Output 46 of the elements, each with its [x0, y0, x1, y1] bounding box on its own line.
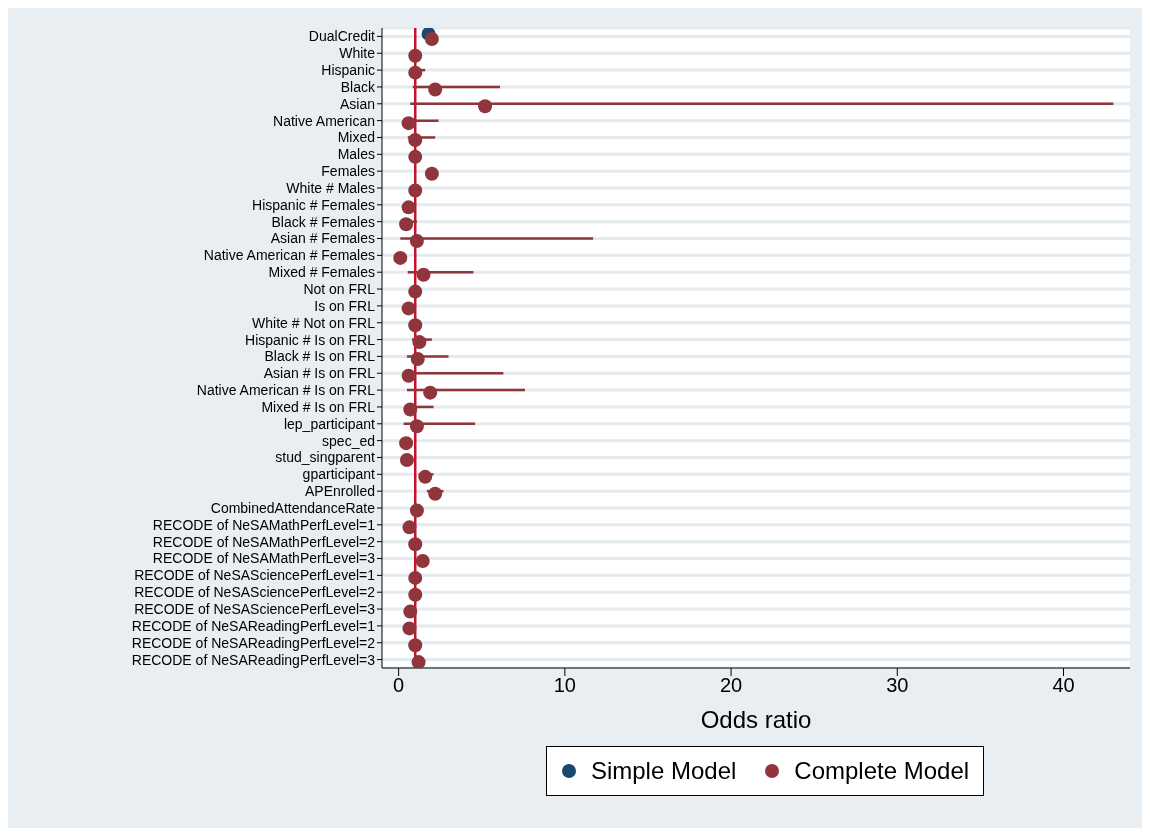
y-tick-label: Asian # Females [270, 230, 375, 247]
y-tick-label: Not on FRL [303, 281, 376, 298]
y-tick-label: spec_ed [322, 432, 375, 449]
y-tick-label: Black # Is on FRL [264, 348, 376, 365]
y-tick-label: White # Males [286, 179, 375, 196]
y-tick-label: RECODE of NeSAReadingPerfLevel=2 [131, 634, 376, 651]
x-tick-label: 30 [886, 674, 909, 697]
y-tick-label: Males [337, 146, 375, 163]
y-tick-label: Asian # Is on FRL [263, 365, 376, 382]
y-tick-label: lep_participant [283, 415, 376, 432]
y-tick-label: RECODE of NeSASciencePerfLevel=1 [134, 567, 376, 584]
y-tick-label: RECODE of NeSASciencePerfLevel=2 [134, 584, 376, 601]
y-tick-label: RECODE of NeSAMathPerfLevel=3 [152, 550, 376, 567]
y-tick-label: RECODE of NeSAReadingPerfLevel=1 [131, 617, 376, 634]
y-tick-label: Black [340, 78, 376, 95]
y-tick-label: Native American [273, 112, 375, 129]
y-tick-label: Hispanic [321, 62, 375, 79]
y-tick-label: Mixed # Is on FRL [261, 398, 376, 415]
y-tick-label: Hispanic # Females [252, 196, 375, 213]
y-tick-label: DualCredit [308, 28, 376, 45]
y-tick-label: Mixed # Females [268, 264, 375, 281]
y-tick-label: RECODE of NeSAMathPerfLevel=2 [152, 533, 376, 550]
y-tick-label: RECODE of NeSAReadingPerfLevel=3 [131, 651, 376, 668]
y-tick-label: APEnrolled [304, 483, 375, 500]
y-tick-label: Females [321, 163, 375, 180]
legend-label: Complete Model [794, 757, 970, 785]
y-tick-label: Is on FRL [314, 297, 376, 314]
y-tick-label: Black # Females [271, 213, 375, 230]
y-tick-label: White [339, 45, 376, 62]
y-tick-label: CombinedAttendanceRate [210, 499, 376, 516]
y-tick-label: stud_singparent [275, 449, 376, 466]
y-tick-label: Mixed [337, 129, 375, 146]
y-tick-label: Hispanic # Is on FRL [245, 331, 376, 348]
x-tick-label: 40 [1052, 674, 1075, 697]
y-tick-label: gparticipant [302, 466, 376, 483]
y-tick-label: RECODE of NeSAMathPerfLevel=1 [152, 516, 376, 533]
x-tick-label: 0 [393, 674, 405, 697]
legend-label: Simple Model [590, 757, 737, 785]
y-tick-label: RECODE of NeSASciencePerfLevel=3 [134, 601, 376, 618]
y-tick-label: Asian [339, 95, 375, 112]
x-axis-title: Odds ratio [700, 706, 812, 733]
y-tick-label: Native American # Is on FRL [196, 382, 376, 399]
x-tick-label: 20 [719, 674, 743, 697]
x-tick-label: 10 [553, 674, 576, 697]
y-tick-label: White # Not on FRL [252, 314, 376, 331]
y-tick-label: Native American # Females [203, 247, 375, 264]
